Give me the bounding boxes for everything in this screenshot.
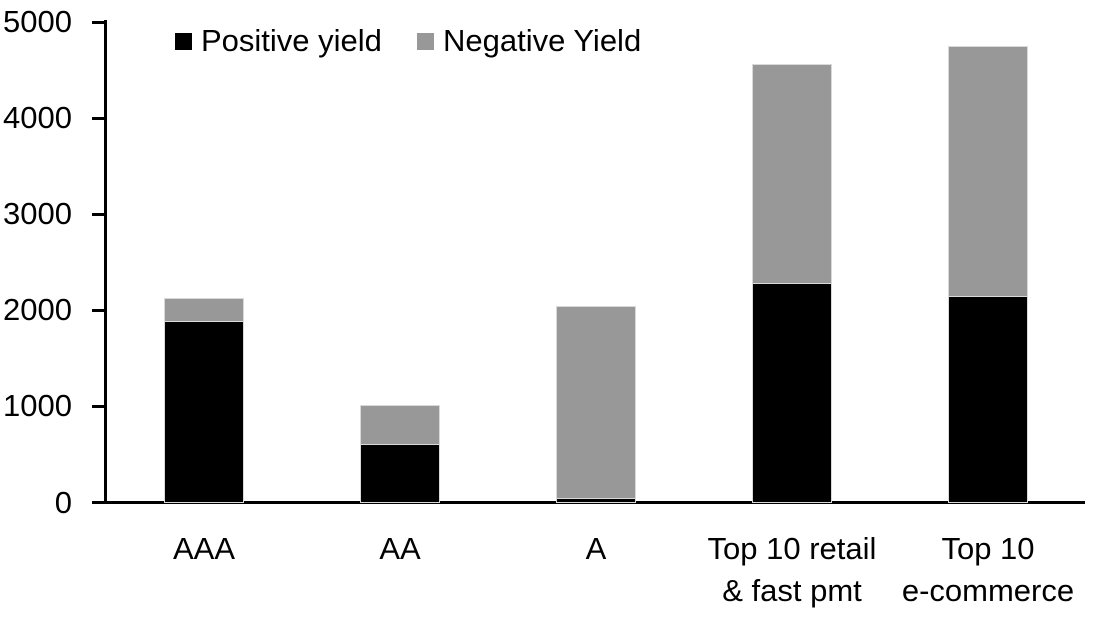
- legend-item-positive-yield: Positive yield: [175, 23, 382, 58]
- bar-segment-positive-2: [361, 444, 439, 502]
- bar-segment-positive-5: [949, 296, 1027, 502]
- y-axis-tick: [92, 213, 104, 216]
- y-axis-tick-label: 0: [54, 485, 72, 520]
- x-axis-category-label: A: [585, 531, 607, 566]
- legend-label: Negative Yield: [443, 23, 642, 58]
- legend-item-negative-yield: Negative Yield: [417, 23, 642, 58]
- y-axis-tick-label: 3000: [3, 196, 72, 231]
- x-axis-category-label: AAA: [172, 531, 236, 566]
- legend-swatch-icon: [175, 32, 192, 50]
- x-axis-category-label: Top 10 e-commerce: [901, 531, 1075, 608]
- y-axis-tick: [92, 21, 104, 24]
- y-axis-tick: [92, 405, 104, 408]
- y-axis-tick: [92, 501, 104, 504]
- legend-swatch-icon: [417, 32, 434, 50]
- y-axis-tick-label: 2000: [3, 292, 72, 327]
- y-axis-tick-label: 1000: [3, 388, 72, 423]
- bar-segment-negative-2: [361, 405, 439, 445]
- bar-segment-negative-4: [753, 64, 831, 283]
- bar-segment-negative-1: [165, 299, 243, 322]
- y-axis-tick: [92, 309, 104, 312]
- y-axis-tick: [92, 117, 104, 120]
- y-axis-line: [104, 20, 107, 504]
- y-axis-tick-label: 5000: [3, 4, 72, 39]
- bar-segment-positive-4: [753, 282, 831, 502]
- bar-segment-negative-5: [949, 46, 1027, 297]
- legend-label: Positive yield: [201, 23, 382, 58]
- bar-segment-positive-3: [557, 497, 635, 502]
- bar-segment-positive-1: [165, 321, 243, 502]
- x-axis-line: [104, 501, 1085, 504]
- chart-legend: Positive yield Negative Yield: [0, 0, 1102, 70]
- x-axis-category-label: AA: [379, 531, 421, 566]
- x-axis-category-label: Top 10 retail & fast pmt: [707, 531, 877, 608]
- bar-segment-negative-3: [557, 306, 635, 498]
- y-axis-tick-label: 4000: [3, 100, 72, 135]
